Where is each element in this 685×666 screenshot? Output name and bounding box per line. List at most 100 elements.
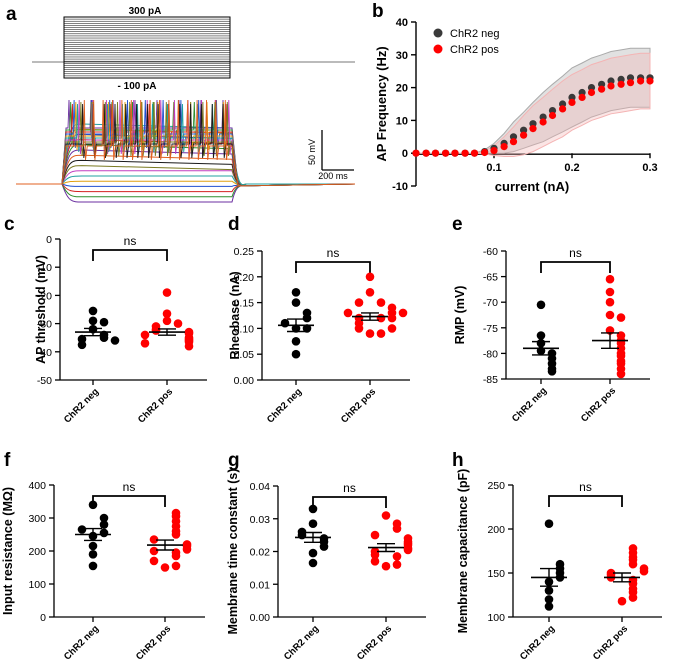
data-point	[99, 528, 109, 538]
y-tick-label: 0.00	[234, 375, 255, 387]
data-point	[88, 306, 98, 316]
spiking-trace	[16, 103, 356, 187]
legend-marker-neg	[433, 28, 443, 38]
data-point	[302, 324, 312, 333]
x-tick-label: ChR2 pos	[591, 623, 630, 662]
b-data-point	[598, 85, 606, 93]
b-data-point	[470, 149, 479, 157]
b-data-point	[637, 77, 645, 85]
b-sem-bands	[416, 47, 651, 157]
panel-h: 100 150 200 250 ChR2 neg ChR2 pos Membrane cap…	[456, 469, 662, 662]
b-data-point	[607, 77, 615, 85]
data-point	[387, 324, 397, 333]
b-data-point	[617, 80, 625, 88]
b-y-tick-label: 20	[396, 83, 408, 95]
y-tick-label: 400	[28, 480, 46, 492]
data-point	[280, 318, 290, 328]
data-point	[291, 298, 301, 307]
data-point	[77, 340, 87, 350]
b-data-point	[578, 93, 586, 101]
data-point	[544, 586, 554, 595]
data-point	[354, 313, 364, 323]
panel-letter-a: a	[6, 4, 17, 25]
data-point	[544, 602, 554, 611]
data-point	[616, 313, 626, 322]
data-point	[99, 520, 109, 529]
data-point	[88, 316, 98, 326]
significance-label: ns	[327, 246, 340, 260]
data-point	[88, 541, 98, 551]
significance-bracket	[540, 261, 611, 273]
significance-label: ns	[343, 481, 356, 495]
data-point	[370, 547, 380, 556]
data-point	[536, 331, 546, 340]
data-point	[365, 329, 375, 338]
b-y-tick-label: 10	[396, 115, 408, 127]
panel-f: 0 100 200 300 400 ChR2 neg ChR2 pos Input resis…	[1, 480, 205, 662]
x-tick-label: ChR2 neg	[62, 623, 101, 662]
y-tick-label: 100	[487, 612, 505, 624]
y-axis-label: AP threshold (mV)	[34, 255, 48, 364]
panel-letter-e: e	[452, 214, 463, 235]
y-tick-label: -30	[37, 319, 52, 331]
data-point	[319, 534, 329, 543]
data-point	[297, 527, 307, 537]
data-point	[149, 556, 159, 566]
step-top-label: 300 pA	[129, 6, 162, 17]
data-point	[77, 525, 87, 534]
significance-label: ns	[124, 234, 137, 248]
b-y-tick-label: 30	[396, 50, 408, 62]
step-envelope	[63, 16, 231, 79]
b-data-point	[451, 149, 459, 157]
significance-label: ns	[123, 480, 136, 494]
y-tick-label: 0.03	[250, 514, 271, 526]
data-point	[99, 333, 109, 343]
data-point	[376, 298, 386, 307]
x-tick-label: ChR2 neg	[282, 623, 321, 662]
data-point	[544, 595, 554, 604]
y-tick-label: 0.25	[234, 246, 255, 258]
y-tick-label: 0	[46, 234, 52, 246]
panel-g: 0.00 0.01 0.02 0.03 0.04 ChR2 neg ChR2 pos Memb…	[226, 468, 426, 662]
y-tick-label: 0.01	[250, 579, 271, 591]
significance-bracket	[92, 249, 168, 261]
panel-c: 0 -10 -20 -30 -40 -50 ChR2 neg ChR2 pos AP thres…	[34, 234, 207, 425]
y-tick-label: 0.02	[250, 547, 271, 559]
step-bottom-label: - 100 pA	[118, 81, 157, 92]
data-point	[149, 546, 159, 556]
b-data-point	[509, 138, 518, 146]
data-point	[547, 367, 557, 376]
data-point	[171, 508, 181, 518]
y-tick-label: -75	[483, 323, 498, 335]
data-point	[308, 519, 318, 528]
b-data-point	[559, 105, 567, 113]
data-point	[88, 500, 98, 510]
y-tick-label: -40	[37, 347, 52, 359]
data-point	[403, 534, 413, 543]
y-tick-label: 0.20	[234, 272, 255, 284]
data-point	[605, 310, 615, 320]
data-point	[605, 287, 615, 297]
b-y-tick-label: -10	[392, 181, 408, 193]
b-x-tick-label: 0.2	[564, 162, 579, 174]
data-point	[370, 557, 380, 566]
data-point	[605, 297, 615, 307]
current-step-protocol	[32, 16, 355, 79]
significance-bracket	[548, 495, 623, 507]
y-tick-label: 0.05	[234, 349, 255, 361]
x-tick-label: ChR2 neg	[518, 623, 557, 662]
data-point	[291, 337, 301, 346]
data-point	[376, 329, 386, 338]
data-point	[151, 326, 161, 335]
data-point	[628, 544, 638, 553]
data-point	[392, 519, 402, 528]
data-point	[398, 308, 408, 318]
data-point	[308, 504, 318, 514]
panel-b: -10 0 10 20 30 40 0.1 0.2 0.3 AP Frequency (Hz)…	[374, 17, 658, 194]
panel-letter-c: c	[4, 214, 15, 235]
b-y-ticks: -10 0 10 20 30 40	[392, 17, 416, 193]
x-tick-label: ChR2 pos	[579, 385, 618, 424]
data-point	[88, 550, 98, 559]
spiking-trace	[16, 99, 356, 187]
data-point	[536, 300, 546, 310]
